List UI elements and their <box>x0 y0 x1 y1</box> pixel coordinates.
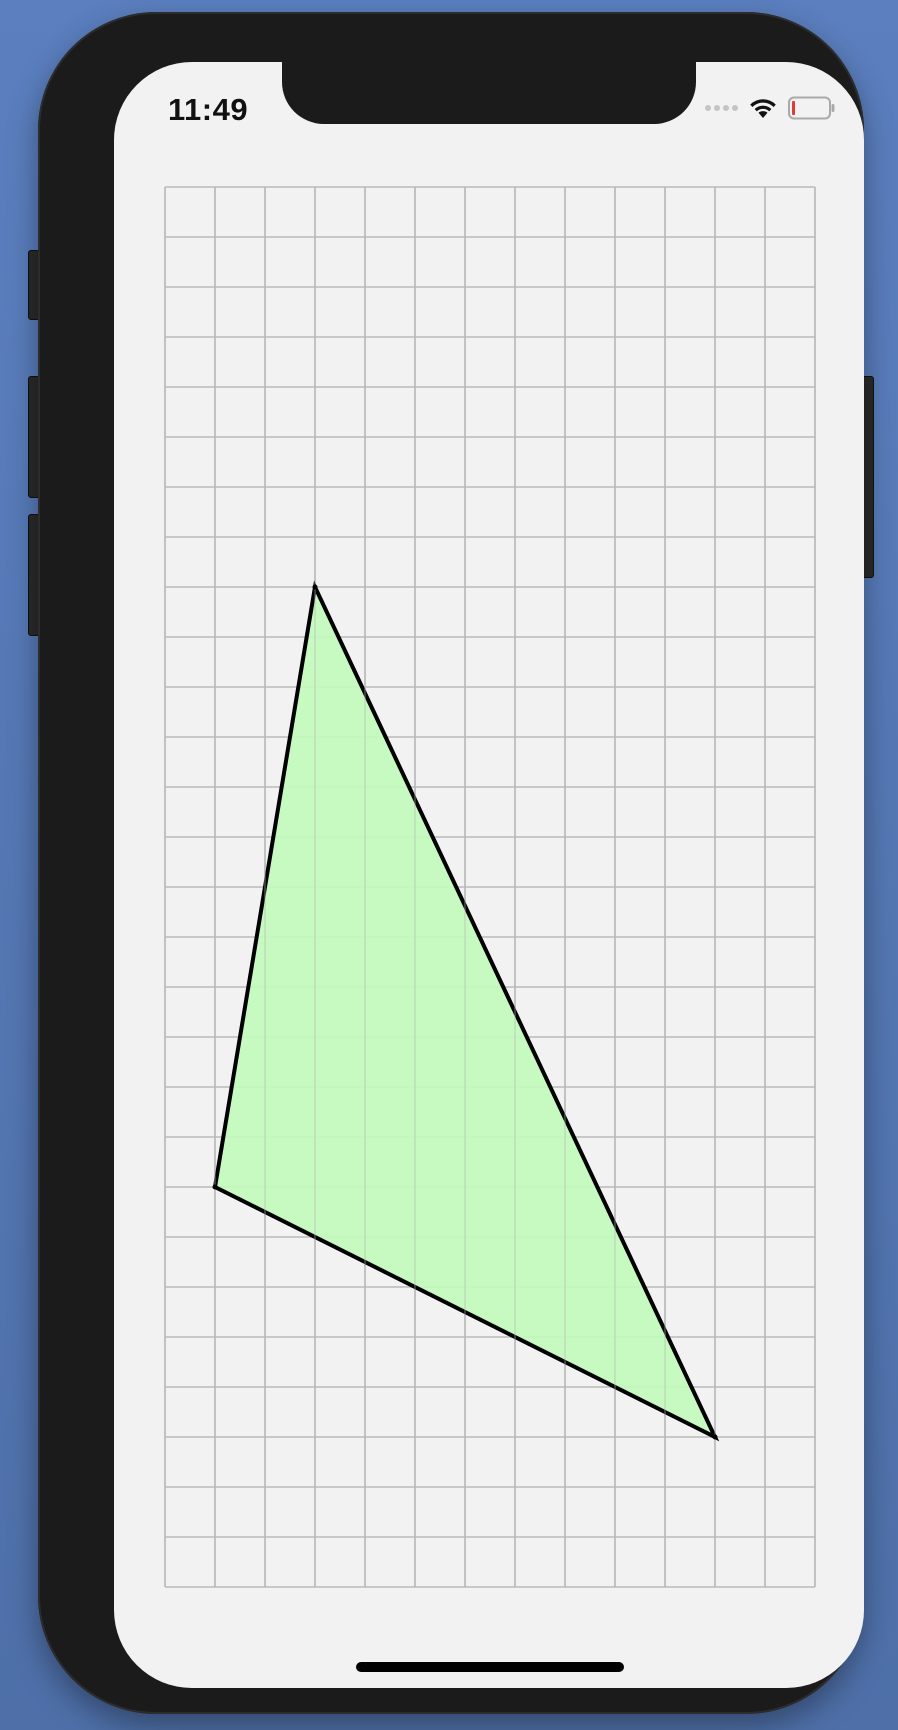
battery-low-icon <box>788 96 835 120</box>
triangle-vertex-1[interactable] <box>312 584 318 590</box>
phone-frame: 11:49 <box>38 12 864 1714</box>
triangle-vertex-3[interactable] <box>712 1434 718 1440</box>
cellular-dots-icon <box>705 105 738 111</box>
phone-screen: 11:49 <box>114 62 864 1688</box>
triangle-vertex-2[interactable] <box>212 1184 218 1190</box>
status-time: 11:49 <box>168 92 249 127</box>
drawing-canvas[interactable] <box>164 186 816 1588</box>
triangle-shape[interactable] <box>212 580 720 1442</box>
wifi-icon <box>750 99 776 118</box>
status-icons <box>705 96 836 120</box>
notch <box>282 62 696 124</box>
home-indicator[interactable] <box>356 1662 624 1672</box>
